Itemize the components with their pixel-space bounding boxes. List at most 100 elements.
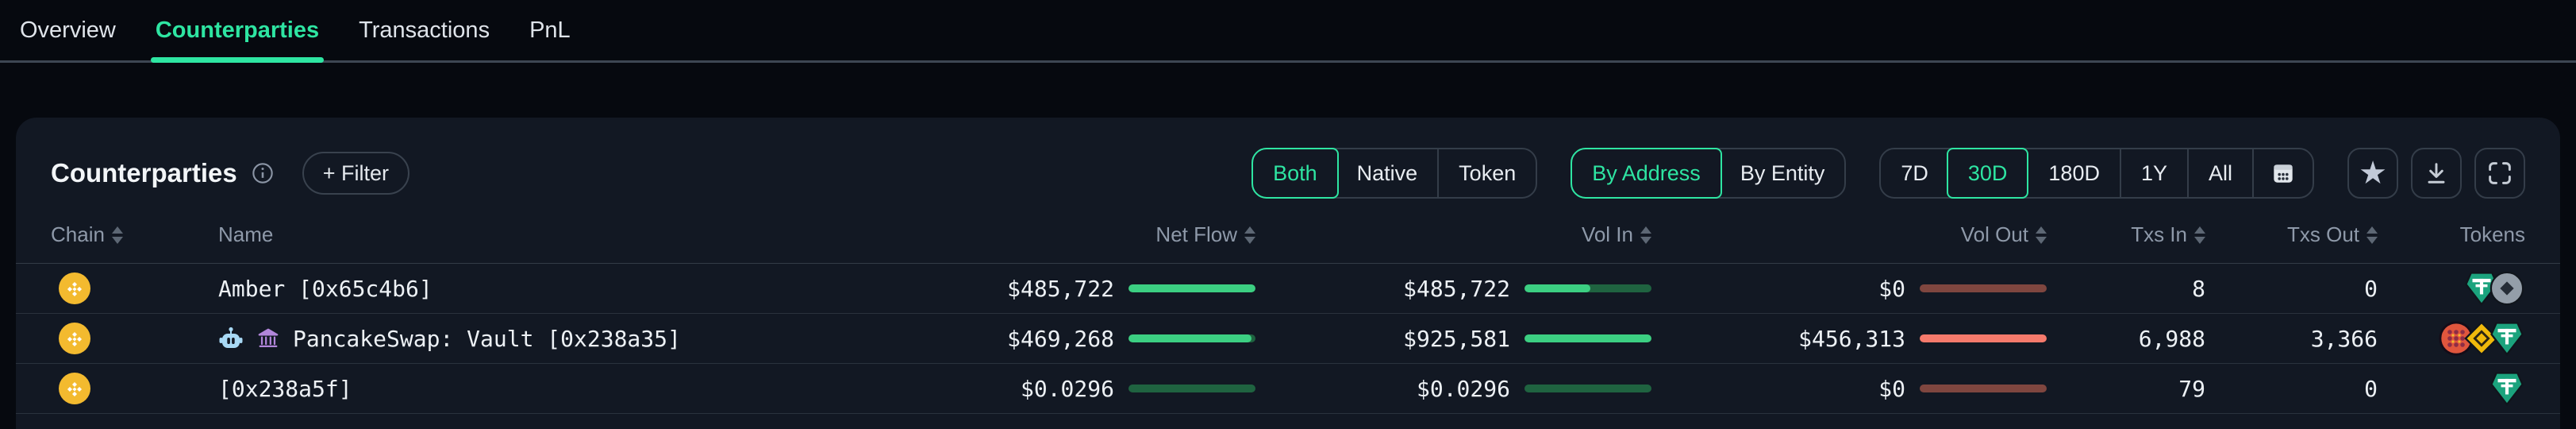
flow-toggle-native[interactable]: Native — [1356, 160, 1418, 185]
bank-badge-icon — [256, 327, 280, 350]
tab-overview[interactable]: Overview — [20, 17, 116, 43]
counterparty-name[interactable]: Amber [0x65c4b6] — [218, 275, 433, 302]
fullscreen-icon[interactable] — [2474, 148, 2525, 199]
net-flow-value: $0.0296 — [1020, 375, 1114, 402]
scope-toggle-by-address[interactable]: By Address — [1571, 148, 1722, 199]
column-header-txs-out[interactable]: Txs Out — [2205, 222, 2378, 247]
txs-in-value: 6,988 — [2138, 325, 2205, 352]
flow-toggle-token[interactable]: Token — [1437, 149, 1536, 197]
name-cell[interactable]: PancakeSwap: Vault [0x238a35] — [218, 326, 700, 352]
txs-in-cell: 6,988 — [2047, 326, 2205, 352]
page-title: Counterparties — [51, 158, 237, 187]
chain-cell — [51, 373, 218, 404]
flow-toggle-group: Both Native Token — [1251, 148, 1538, 199]
name-cell[interactable]: Amber [0x65c4b6] — [218, 276, 700, 302]
table-row-partial — [16, 414, 2560, 429]
counterparty-name[interactable]: [0x238a5f] — [218, 375, 352, 402]
main-tab-bar: Overview Counterparties Transactions PnL — [0, 0, 2576, 63]
table-row[interactable]: Amber [0x65c4b6] $485,722 $485,722 $0 8 … — [16, 264, 2560, 314]
tokens-cell[interactable] — [2378, 320, 2525, 357]
txs-out-value: 0 — [2364, 375, 2378, 402]
vol-out-cell: $0 — [1651, 276, 2047, 302]
sort-icon[interactable] — [111, 226, 123, 244]
column-header-net-flow[interactable]: Net Flow — [700, 222, 1255, 247]
table-body: Amber [0x65c4b6] $485,722 $485,722 $0 8 … — [16, 264, 2560, 429]
txs-out-value: 3,366 — [2310, 325, 2378, 352]
filter-button[interactable]: + Filter — [302, 152, 409, 195]
download-icon[interactable] — [2411, 148, 2462, 199]
panel-header: Counterparties + Filter Both Native Toke… — [16, 118, 2560, 207]
panel-action-buttons: ★ — [2347, 148, 2525, 199]
info-icon[interactable] — [252, 162, 274, 184]
sort-icon[interactable] — [2194, 226, 2205, 244]
sort-icon[interactable] — [1244, 226, 1255, 244]
vol-in-bar — [1524, 385, 1651, 392]
column-header-vol-in[interactable]: Vol In — [1255, 222, 1651, 247]
flow-toggle-both[interactable]: Both — [1251, 148, 1339, 199]
column-header-txs-in[interactable]: Txs In — [2047, 222, 2205, 247]
range-all[interactable]: All — [2186, 149, 2252, 197]
vol-in-value: $0.0296 — [1416, 375, 1510, 402]
txs-in-cell: 79 — [2047, 376, 2205, 402]
vol-in-value: $925,581 — [1403, 325, 1510, 352]
sort-icon[interactable] — [1640, 226, 1651, 244]
vol-out-bar — [1920, 385, 2047, 392]
counterparties-panel: Counterparties + Filter Both Native Toke… — [16, 118, 2560, 429]
range-180d[interactable]: 180D — [2048, 160, 2100, 185]
vol-out-value: $456,313 — [1798, 325, 1905, 352]
coin-token-icon — [2489, 270, 2525, 307]
bnb-chain-icon — [59, 323, 90, 354]
favorite-star-icon[interactable]: ★ — [2347, 148, 2398, 199]
column-label: Vol In — [1581, 222, 1633, 246]
column-label: Net Flow — [1155, 222, 1237, 246]
tether-token-icon — [2489, 370, 2525, 407]
counterparty-name[interactable]: PancakeSwap: Vault [0x238a35] — [293, 325, 681, 352]
txs-out-cell: 3,366 — [2205, 326, 2378, 352]
range-toggle-group: 7D 30D 180D 1Y All — [1879, 148, 2314, 199]
net-flow-cell: $469,268 — [700, 326, 1255, 352]
net-flow-bar — [1128, 334, 1255, 342]
chain-cell — [51, 272, 218, 304]
sort-icon[interactable] — [2036, 226, 2047, 244]
calendar-icon[interactable] — [2252, 149, 2313, 197]
sort-icon[interactable] — [2366, 226, 2378, 244]
range-7d[interactable]: 7D — [1901, 160, 1928, 185]
tokens-cell[interactable] — [2378, 270, 2525, 307]
vol-in-bar — [1524, 284, 1651, 292]
tether-token-icon — [2489, 320, 2525, 357]
column-header-name: Name — [218, 222, 700, 247]
table-row[interactable]: [0x238a5f] $0.0296 $0.0296 $0 79 0 — [16, 364, 2560, 414]
vol-out-cell: $0 — [1651, 376, 2047, 402]
tokens-cell[interactable] — [2378, 370, 2525, 407]
txs-in-value: 79 — [2178, 375, 2205, 402]
scope-toggle-group: By Address By Entity — [1571, 148, 1847, 199]
net-flow-bar — [1128, 385, 1255, 392]
column-header-chain[interactable]: Chain — [51, 222, 218, 247]
table-header: Chain Name Net Flow Vol In Vol Out Txs I… — [16, 207, 2560, 264]
range-30d[interactable]: 30D — [1946, 148, 2029, 199]
tab-transactions[interactable]: Transactions — [359, 17, 490, 43]
vol-in-bar — [1524, 334, 1651, 342]
net-flow-value: $485,722 — [1007, 275, 1114, 302]
toolbar-controls: Both Native Token By Address By Entity 7… — [1251, 148, 2525, 199]
range-1y[interactable]: 1Y — [2119, 149, 2187, 197]
tab-counterparties[interactable]: Counterparties — [150, 0, 325, 63]
bot-badge-icon — [218, 326, 244, 351]
vol-in-cell: $925,581 — [1255, 326, 1651, 352]
vol-out-value: $0 — [1878, 275, 1905, 302]
bnb-chain-icon — [59, 373, 90, 404]
bnb-chain-icon — [59, 272, 90, 304]
txs-in-cell: 8 — [2047, 276, 2205, 302]
vol-out-cell: $456,313 — [1651, 326, 2047, 352]
vol-out-bar — [1920, 334, 2047, 342]
name-cell[interactable]: [0x238a5f] — [218, 376, 700, 402]
vol-in-cell: $485,722 — [1255, 276, 1651, 302]
net-flow-cell: $0.0296 — [700, 376, 1255, 402]
column-header-vol-out[interactable]: Vol Out — [1651, 222, 2047, 247]
scope-toggle-by-entity[interactable]: By Entity — [1740, 160, 1825, 185]
column-label: Txs Out — [2286, 222, 2359, 246]
table-row[interactable]: PancakeSwap: Vault [0x238a35] $469,268 $… — [16, 314, 2560, 364]
column-label: Name — [218, 222, 274, 246]
tab-pnl[interactable]: PnL — [529, 17, 571, 43]
column-label: Vol Out — [1960, 222, 2028, 246]
